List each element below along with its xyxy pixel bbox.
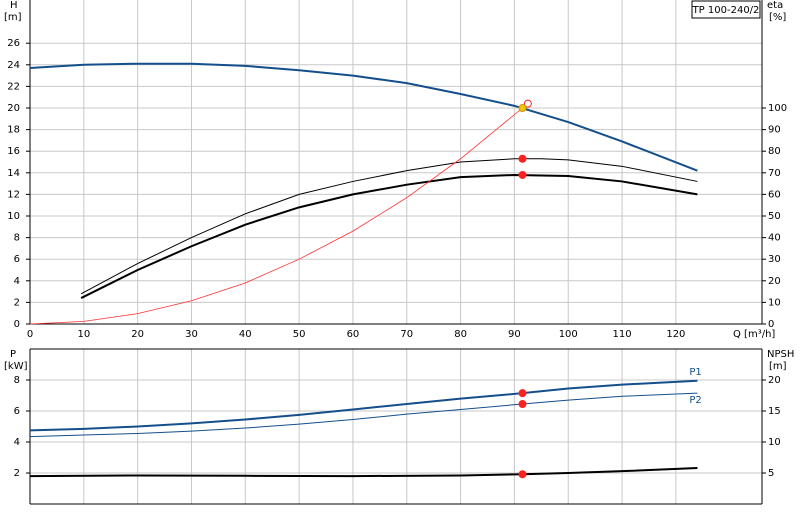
y-tick-label: 20 xyxy=(7,103,20,114)
x-tick-label: 20 xyxy=(131,329,144,340)
y2-tick-label: 15 xyxy=(768,406,781,417)
y2-tick-label: 0 xyxy=(768,319,774,330)
series-line xyxy=(29,379,698,432)
x-tick-label: 10 xyxy=(77,329,90,340)
x-tick-label: 40 xyxy=(239,329,252,340)
x-tick-label: 110 xyxy=(613,329,632,340)
y-tick-label: 2 xyxy=(14,297,20,308)
y-tick-label: 10 xyxy=(7,211,20,222)
marker xyxy=(518,400,527,409)
y2-tick-label: 50 xyxy=(768,211,781,222)
x-tick-label: 120 xyxy=(666,329,685,340)
series-line xyxy=(29,107,523,325)
y2-tick-label: 5 xyxy=(768,468,774,479)
y-tick-label: 14 xyxy=(7,168,20,179)
series-label: P1 xyxy=(689,367,701,378)
marker xyxy=(518,104,527,112)
marker xyxy=(518,170,527,179)
y2-axis-label: eta xyxy=(767,0,783,11)
x-tick-label: 100 xyxy=(559,329,578,340)
y2-tick-label: 70 xyxy=(768,168,781,179)
y-tick-label: 16 xyxy=(7,146,20,157)
marker xyxy=(518,470,527,479)
y2-tick-label: 40 xyxy=(768,233,781,244)
marker xyxy=(518,154,527,163)
y2-tick-label: 20 xyxy=(768,375,781,386)
x-tick-label: 80 xyxy=(454,329,467,340)
series-line xyxy=(80,173,698,299)
title-box xyxy=(691,0,761,19)
x-tick-label: 50 xyxy=(293,329,306,340)
x-axis-label: Q [m³/h] xyxy=(733,329,775,340)
x-tick-label: 30 xyxy=(185,329,198,340)
marker xyxy=(523,99,532,108)
y2-tick-label: 60 xyxy=(768,189,781,200)
y-tick-label: 8 xyxy=(14,375,20,386)
y2-axis-unit: [%] xyxy=(769,12,786,23)
series-label: P2 xyxy=(689,395,701,406)
y2-tick-label: 10 xyxy=(768,437,781,448)
y-tick-label: 8 xyxy=(14,233,20,244)
y-tick-label: 22 xyxy=(7,81,20,92)
y2-axis-unit: [m] xyxy=(769,361,787,372)
y-tick-label: 4 xyxy=(14,276,20,287)
chart-title: TP 100-240/2 xyxy=(692,5,760,16)
series-line xyxy=(29,392,698,438)
y-tick-label: 6 xyxy=(14,254,20,265)
y2-tick-label: 90 xyxy=(768,125,781,136)
series-line xyxy=(29,62,698,172)
y-axis-unit: [m] xyxy=(4,12,22,23)
x-tick-label: 70 xyxy=(400,329,413,340)
y-axis-label: H xyxy=(10,0,18,11)
y2-axis-label: NPSH xyxy=(767,349,794,360)
x-tick-label: 60 xyxy=(347,329,360,340)
marker xyxy=(518,389,527,398)
y-tick-label: 24 xyxy=(7,60,20,71)
y-tick-label: 6 xyxy=(14,406,20,417)
series-line xyxy=(80,158,698,295)
y-tick-label: 12 xyxy=(7,189,20,200)
y-tick-label: 2 xyxy=(14,468,20,479)
y-tick-label: 18 xyxy=(7,125,20,136)
y-axis-label: P xyxy=(10,349,16,360)
y2-tick-label: 80 xyxy=(768,146,781,157)
y2-tick-label: 20 xyxy=(768,276,781,287)
x-tick-label: 0 xyxy=(27,329,33,340)
y2-tick-label: 10 xyxy=(768,297,781,308)
y2-tick-label: 30 xyxy=(768,254,781,265)
y-tick-label: 0 xyxy=(14,319,20,330)
y-tick-label: 4 xyxy=(14,437,20,448)
y2-tick-label: 100 xyxy=(768,103,787,114)
y-tick-label: 26 xyxy=(7,38,20,49)
x-tick-label: 90 xyxy=(508,329,521,340)
y-axis-unit: [kW] xyxy=(4,361,28,372)
series-line xyxy=(29,467,698,478)
